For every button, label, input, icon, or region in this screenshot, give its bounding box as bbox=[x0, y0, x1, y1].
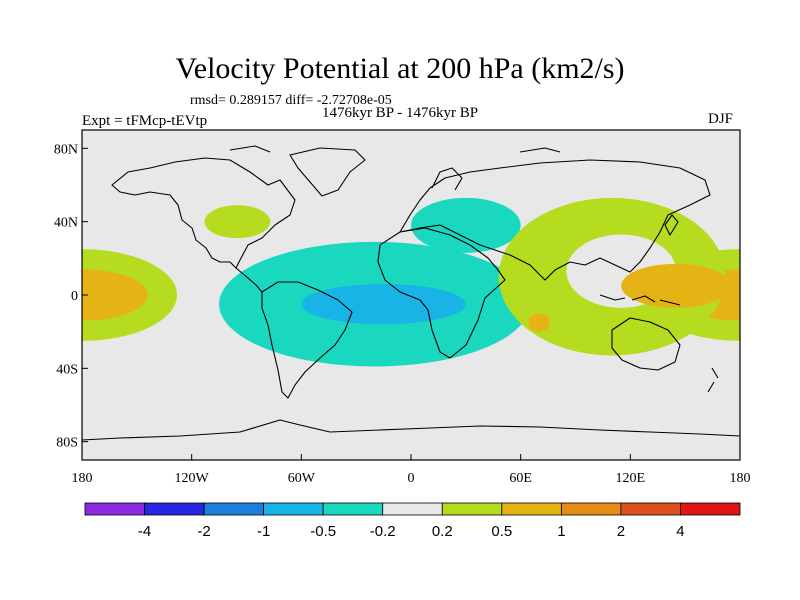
coast-greenland bbox=[289, 147, 366, 197]
colorbar-box bbox=[203, 502, 265, 516]
coast-arctic-islands bbox=[229, 145, 561, 153]
x-tick-label: 180 bbox=[72, 471, 93, 486]
colorbar-box bbox=[620, 502, 681, 516]
colorbar-label: -4 bbox=[138, 523, 151, 540]
colorbar-label: -1 bbox=[257, 523, 270, 540]
coast-scandinavia bbox=[431, 167, 463, 191]
colorbar-label: 1 bbox=[557, 523, 565, 540]
coastlines bbox=[82, 145, 740, 441]
field-atlantic-negative-core bbox=[301, 284, 466, 325]
colorbar-box bbox=[322, 502, 384, 516]
field-indian-ocean-positive bbox=[527, 313, 550, 332]
chart-title: Velocity Potential at 200 hPa (km2/s) bbox=[175, 52, 625, 85]
field-maritime-continent-positive bbox=[621, 263, 731, 308]
coast-north-america bbox=[111, 157, 296, 269]
colorbar-label: 0.2 bbox=[432, 523, 453, 540]
x-axis: 180 120W 60W 0 60E 120E 180 bbox=[72, 454, 751, 486]
colorbar-box bbox=[680, 502, 741, 516]
colorbar-box bbox=[560, 502, 622, 516]
experiment-label: Expt = tFMcp-tEVtp bbox=[82, 113, 208, 129]
colorbar-label: 2 bbox=[617, 523, 625, 540]
contour-fields bbox=[82, 197, 740, 367]
season-label: DJF bbox=[708, 111, 734, 127]
colorbar-box bbox=[144, 502, 205, 516]
y-axis: 80N 40N 0 40S 80S bbox=[54, 142, 88, 451]
coast-central-america bbox=[235, 267, 263, 293]
coast-south-america bbox=[261, 281, 353, 399]
coast-antarctica bbox=[82, 419, 740, 441]
coast-japan bbox=[664, 214, 679, 236]
colorbar: -4 -2 -1 -0.5 -0.2 0.2 0.5 1 2 4 bbox=[84, 502, 741, 540]
x-tick-label: 60E bbox=[509, 471, 532, 486]
field-mediterranean-negative bbox=[411, 197, 521, 253]
x-tick-label: 120E bbox=[616, 471, 646, 486]
coast-indonesia bbox=[599, 294, 681, 306]
stats-label: rmsd= 0.289157 diff= -2.72708e-05 bbox=[190, 93, 392, 108]
colorbar-box bbox=[382, 502, 443, 516]
coast-eurasia bbox=[399, 159, 711, 281]
colorbar-label: -2 bbox=[197, 523, 210, 540]
y-tick-label: 40S bbox=[56, 362, 78, 377]
x-tick-label: 60W bbox=[288, 471, 316, 486]
coast-australia bbox=[611, 317, 681, 371]
colorbar-box bbox=[441, 502, 503, 516]
y-tick-label: 80S bbox=[56, 436, 78, 451]
colorbar-box bbox=[263, 502, 324, 516]
x-tick-label: 180 bbox=[730, 471, 751, 486]
colorbar-label: 0.5 bbox=[491, 523, 512, 540]
y-tick-label: 0 bbox=[71, 289, 78, 304]
x-tick-label: 120W bbox=[175, 471, 210, 486]
coast-africa bbox=[377, 227, 506, 359]
coast-new-zealand bbox=[707, 367, 719, 393]
colorbar-box bbox=[501, 502, 562, 516]
y-tick-label: 80N bbox=[54, 142, 78, 157]
period-label: 1476kyr BP - 1476kyr BP bbox=[321, 105, 479, 121]
field-north-america-positive bbox=[204, 205, 271, 239]
x-tick-label: 0 bbox=[408, 471, 415, 486]
colorbar-label: 4 bbox=[676, 523, 684, 540]
colorbar-label: -0.5 bbox=[310, 523, 336, 540]
colorbar-box bbox=[84, 502, 145, 516]
field-pacific-positive-core bbox=[82, 269, 148, 321]
y-tick-label: 40N bbox=[54, 216, 78, 231]
colorbar-label: -0.2 bbox=[370, 523, 396, 540]
